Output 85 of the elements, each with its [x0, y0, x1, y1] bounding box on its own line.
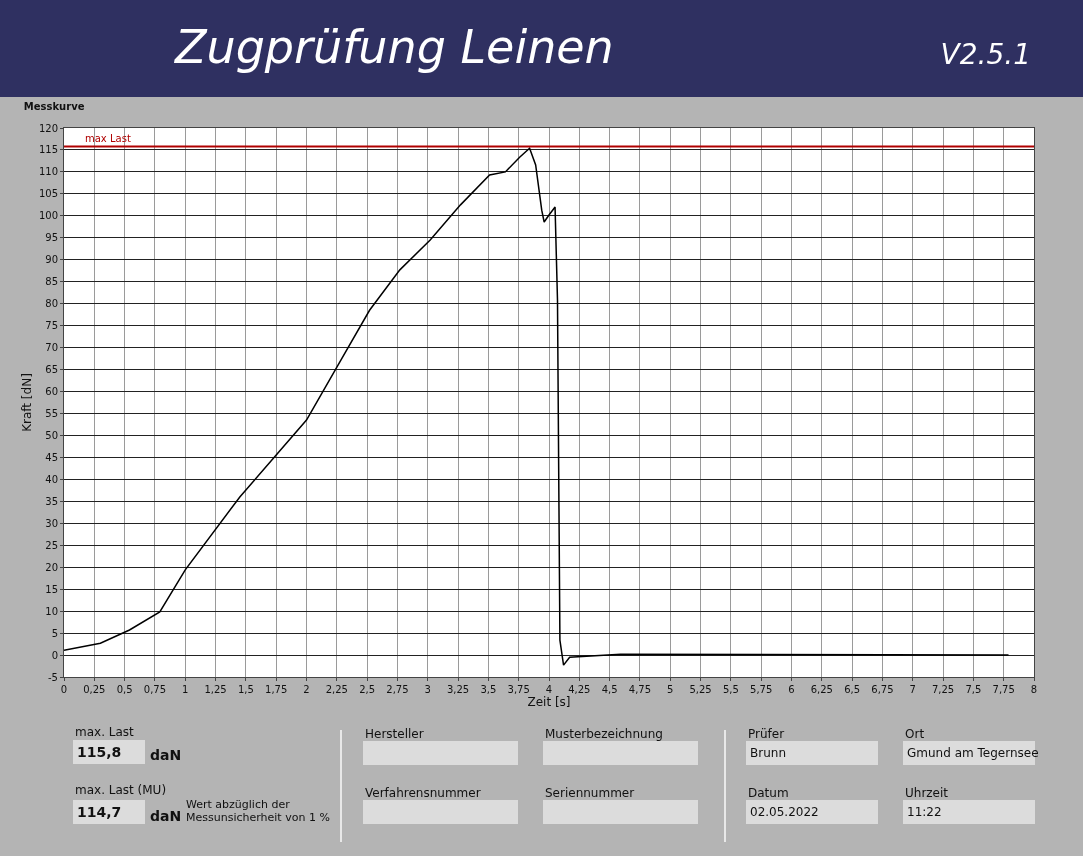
text: 02.05.2022	[746, 800, 878, 824]
y-tick-label: 80	[45, 298, 58, 310]
text: Uhrzeit	[905, 786, 949, 800]
y-tick-label: 15	[45, 583, 58, 595]
text: Seriennummer	[545, 786, 635, 800]
y-tick-label: 120	[38, 122, 58, 134]
text: Hersteller	[365, 727, 424, 741]
y-tick-label: 70	[45, 342, 58, 354]
x-tick-label: 0,5	[116, 684, 133, 695]
text: daN	[150, 808, 182, 824]
x-axis-title: Zeit [s]	[527, 695, 571, 709]
x-tick-label: 2,25	[325, 684, 348, 695]
x-tick-label: 6,25	[810, 684, 833, 695]
x-tick-label: 8	[1030, 684, 1038, 695]
x-tick-label: 2	[303, 684, 310, 695]
y-tick-label: 25	[45, 539, 58, 551]
text: Prüfer	[748, 727, 785, 741]
x-tick-label: 7	[909, 684, 916, 695]
ref-line-label: max Last	[85, 133, 131, 144]
y-tick-label: 10	[45, 605, 58, 617]
x-tick-label: 3,75	[507, 684, 530, 695]
y-tick-label: 20	[45, 561, 58, 573]
text: Musterbezeichnung	[545, 727, 663, 741]
x-tick-label: 5,25	[689, 684, 712, 695]
x-tick-label: 4,25	[568, 684, 591, 695]
x-tick-label: 1,5	[237, 684, 254, 695]
y-tick-label: 55	[45, 407, 58, 419]
text: Wert abzüglich der Messunsicherheit von 1 %	[186, 798, 330, 824]
line-series	[64, 147, 1010, 666]
x-tick-label: 7,5	[965, 684, 982, 695]
x-tick-label: 5,5	[722, 684, 739, 695]
y-tick-label: 45	[45, 451, 58, 463]
text: Verfahrensnummer	[365, 786, 481, 800]
x-tick-label: 6,5	[844, 684, 861, 695]
text: 114,7	[73, 800, 145, 824]
x-tick-label: 6	[788, 684, 795, 695]
text: Datum	[748, 786, 789, 800]
text: V2.5.1	[940, 38, 1031, 71]
text: Ort	[905, 727, 925, 741]
x-tick-label: 5	[667, 684, 674, 695]
y-tick-label: 115	[38, 144, 58, 156]
y-tick-label: 50	[45, 429, 58, 441]
text: max. Last (MU)	[75, 783, 167, 797]
x-tick-label: 7,75	[992, 684, 1015, 695]
x-tick-label: 2,5	[359, 684, 376, 695]
y-tick-label: 100	[38, 210, 58, 222]
x-tick-label: 1	[182, 684, 189, 695]
x-tick-label: 3	[424, 684, 431, 695]
x-tick-label: 2,75	[386, 684, 409, 695]
x-tick-label: 6,75	[871, 684, 894, 695]
x-tick-label: 0	[60, 684, 68, 695]
x-tick-label: 0,75	[143, 684, 167, 695]
text: 115,8	[73, 740, 145, 764]
x-tick-label: 1,25	[204, 684, 227, 695]
text: max. Last	[75, 725, 134, 739]
y-axis-title: Kraft [dN]	[20, 373, 35, 432]
y-tick-label: 105	[38, 188, 58, 200]
y-tick-label: 60	[45, 386, 58, 398]
x-tick-label: 0,25	[83, 684, 106, 695]
y-tick-label: 95	[45, 232, 58, 244]
y-tick-label: 75	[45, 320, 58, 332]
text: daN	[150, 747, 182, 763]
x-tick-label: 4,5	[601, 684, 618, 695]
text: 11:22	[903, 800, 1035, 824]
y-tick-label: 40	[45, 473, 58, 485]
text: Zugprüfung Leinen	[175, 20, 614, 74]
text: Gmund am Tegernsee	[906, 745, 1039, 762]
y-tick-label: 5	[51, 627, 58, 639]
y-tick-label: -5	[48, 671, 58, 683]
x-tick-label: 7,25	[931, 684, 955, 695]
x-tick-label: 3,5	[480, 684, 497, 695]
y-tick-label: 110	[38, 166, 58, 178]
x-tick-label: 1,75	[265, 684, 288, 695]
y-tick-label: 85	[45, 276, 58, 288]
x-tick-label: 4	[545, 684, 553, 695]
chart-title: Messkurve	[23, 101, 85, 113]
text: Brunn	[746, 741, 878, 765]
y-tick-label: 0	[51, 649, 58, 661]
x-tick-label: 3,25	[446, 684, 470, 695]
y-tick-label: 90	[45, 254, 58, 266]
x-tick-label: 4,75	[628, 684, 652, 695]
y-tick-label: 65	[45, 364, 58, 376]
x-tick-label: 5,75	[750, 684, 773, 695]
y-tick-label: 35	[45, 495, 58, 507]
y-tick-label: 30	[45, 517, 58, 529]
